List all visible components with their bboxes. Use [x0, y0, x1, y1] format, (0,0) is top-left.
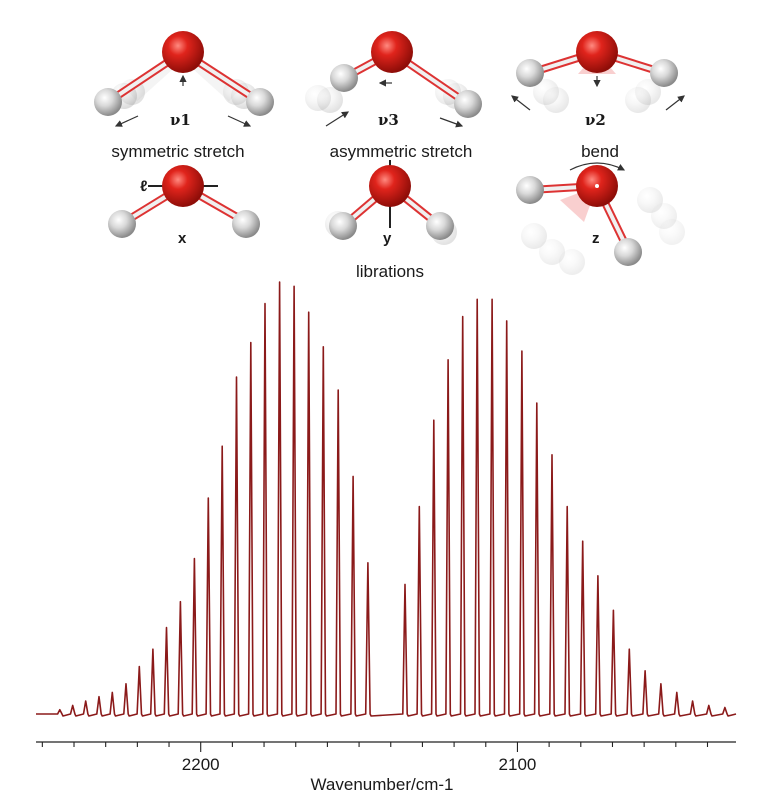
hydrogen-atom — [426, 212, 454, 240]
molecule-symmetric-stretch: ν1 symmetric stretch — [94, 31, 274, 161]
oxygen-atom — [162, 31, 204, 73]
hydrogen-atom — [516, 176, 544, 204]
x-tick-label: 2100 — [499, 755, 537, 774]
arrow-icon — [325, 111, 350, 127]
mode-label-bend: bend — [581, 142, 619, 161]
mode-label-asymmetric-stretch: asymmetric stretch — [330, 142, 473, 161]
molecule-libration-x: ℓ x — [108, 165, 260, 247]
spectrum-series-line — [36, 281, 737, 717]
x-axis-ticks: 2200 2100 — [41, 742, 709, 774]
hydrogen-atom — [232, 210, 260, 238]
molecule-bend: ν2 bend — [511, 31, 685, 161]
oxygen-atom — [371, 31, 413, 73]
arrow-icon — [227, 115, 252, 127]
x-tick-label: 2200 — [182, 755, 220, 774]
molecule-libration-y: y — [325, 160, 457, 247]
mode-symbol-nu3: ν3 — [378, 111, 399, 129]
arrow-icon — [665, 95, 685, 111]
libration-axis-x: x — [178, 230, 187, 247]
hydrogen-atom — [94, 88, 122, 116]
rotation-marker: ℓ — [140, 178, 147, 195]
mode-symbol-nu1: ν1 — [170, 111, 191, 129]
molecule-libration-z: z — [516, 162, 685, 275]
arrow-icon — [439, 117, 464, 128]
libration-axis-y: y — [383, 230, 392, 247]
oxygen-atom — [162, 165, 204, 207]
hydrogen-atom — [330, 64, 358, 92]
vibration-diagram: ν1 symmetric stretch ν3 asymmetric stret… — [94, 31, 685, 281]
arrow-icon — [511, 95, 531, 111]
molecule-asymmetric-stretch: ν3 asymmetric stretch — [305, 31, 482, 161]
librations-label: librations — [356, 262, 424, 281]
hydrogen-atom — [516, 59, 544, 87]
rotation-arrow-icon — [569, 162, 626, 171]
hydrogen-atom — [614, 238, 642, 266]
arrow-icon — [114, 115, 139, 127]
spectrum-chart: 2200 2100 Wavenumber/cm-1 — [36, 281, 737, 794]
mode-symbol-nu2: ν2 — [585, 111, 606, 129]
hydrogen-atom — [650, 59, 678, 87]
hydrogen-atom — [329, 212, 357, 240]
libration-axis-z: z — [592, 230, 600, 247]
oxygen-atom — [369, 165, 411, 207]
hydrogen-atom — [246, 88, 274, 116]
mode-label-symmetric-stretch: symmetric stretch — [111, 142, 244, 161]
oxygen-atom — [576, 31, 618, 73]
hydrogen-atom — [454, 90, 482, 118]
x-axis-title: Wavenumber/cm-1 — [311, 775, 454, 794]
hydrogen-atom — [108, 210, 136, 238]
